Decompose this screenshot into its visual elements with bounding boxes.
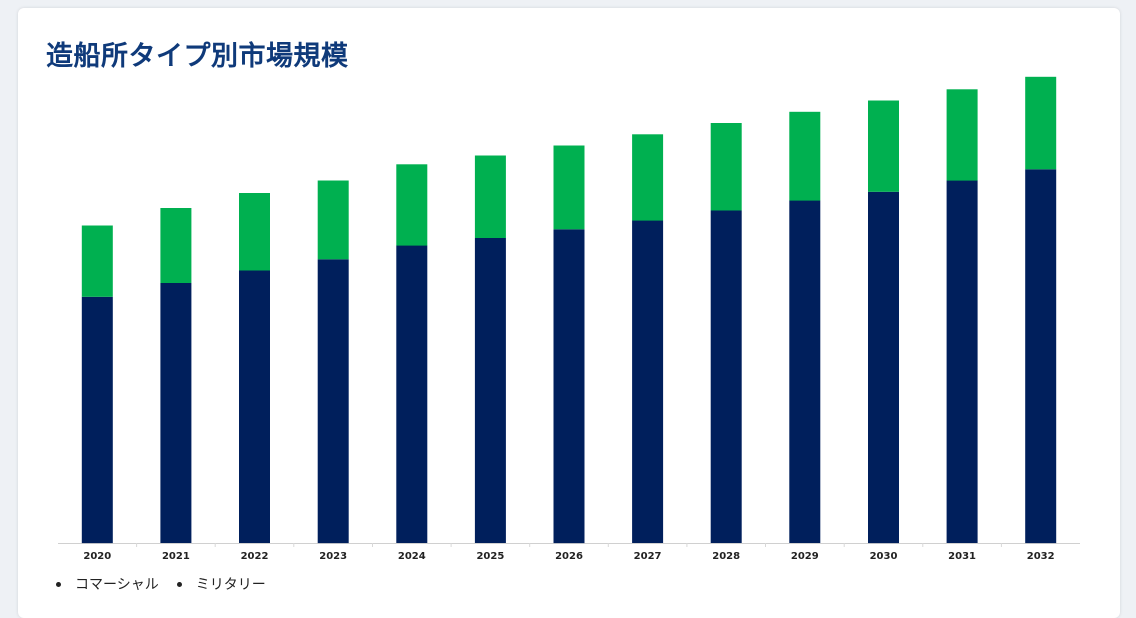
x-tick-label: 2022 — [241, 551, 269, 562]
stacked-bar-chart: 2020 2021 2022 2023 2024 2025 2026 2027 2028 2029… — [58, 76, 1080, 562]
bar-commercial-2030 — [868, 191, 899, 544]
x-tick-label: 2021 — [162, 551, 190, 562]
x-tick-label: 2031 — [948, 551, 976, 562]
bar-commercial-2026 — [553, 229, 585, 544]
x-tick-label: 2025 — [476, 551, 504, 562]
bar-commercial-2032 — [1025, 169, 1057, 544]
legend-bullet-icon — [56, 581, 61, 587]
bar-military-2031 — [946, 89, 978, 181]
bar-military-2024 — [396, 164, 428, 246]
legend-label: ミリタリー — [195, 577, 266, 593]
x-tick-label: 2026 — [555, 551, 583, 562]
bar-commercial-2029 — [789, 200, 821, 543]
legend-item-military: ミリタリー — [176, 574, 266, 594]
bar-military-2020 — [81, 225, 113, 297]
x-tick-label: 2028 — [712, 551, 740, 562]
x-tick-label: 2023 — [319, 551, 347, 562]
x-tick-label: 2029 — [791, 551, 819, 562]
bar-commercial-2028 — [710, 210, 742, 543]
bar-military-2028 — [710, 123, 742, 211]
bar-military-2030 — [868, 100, 899, 192]
bar-military-2021 — [160, 208, 192, 283]
x-tick-label: 2032 — [1027, 551, 1055, 562]
bar-commercial-2020 — [81, 296, 113, 544]
bar-military-2029 — [789, 111, 821, 201]
x-tick-label: 2020 — [83, 551, 111, 562]
legend-item-commercial: コマーシャル — [56, 574, 159, 594]
chart-title: 造船所タイプ別市場規模 — [46, 41, 349, 72]
bars-group — [81, 76, 1057, 544]
x-tick-label: 2024 — [398, 551, 426, 562]
bar-military-2032 — [1025, 76, 1057, 170]
bar-commercial-2025 — [474, 238, 506, 543]
bar-commercial-2024 — [396, 245, 428, 543]
bar-military-2027 — [632, 134, 664, 221]
x-tick-label: 2027 — [634, 551, 662, 562]
x-tick-labels: 2020 2021 2022 2023 2024 2025 2026 2027 2028 2029… — [83, 543, 1055, 562]
bar-military-2022 — [239, 193, 270, 271]
bar-military-2025 — [474, 155, 506, 238]
chart-legend: コマーシャル ミリタリー — [56, 574, 266, 594]
legend-bullet-icon — [176, 581, 182, 587]
bar-commercial-2023 — [317, 259, 349, 544]
bar-commercial-2027 — [632, 220, 664, 543]
bar-military-2023 — [317, 180, 349, 260]
bar-commercial-2031 — [946, 180, 978, 543]
x-tick-label: 2030 — [870, 551, 898, 562]
bar-commercial-2022 — [239, 270, 270, 543]
legend-label: コマーシャル — [75, 577, 159, 593]
bar-military-2026 — [553, 145, 585, 230]
bar-commercial-2021 — [160, 283, 192, 543]
